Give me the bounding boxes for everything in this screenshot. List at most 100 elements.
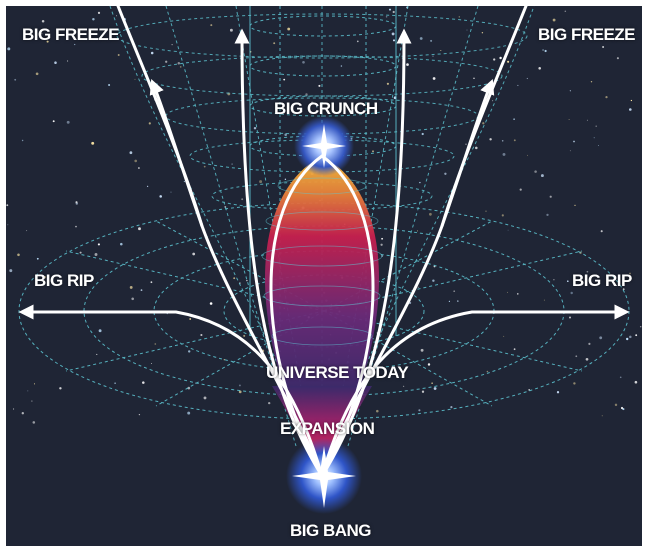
star-dot xyxy=(187,386,191,390)
star-dot xyxy=(503,335,505,337)
star-dot xyxy=(430,39,433,42)
steady-left-line xyxy=(234,28,324,478)
star-dot xyxy=(481,32,484,34)
star-dot xyxy=(91,141,95,145)
star-dot xyxy=(492,100,494,102)
star-dot xyxy=(129,285,133,289)
star-dot xyxy=(630,99,633,102)
star-dot xyxy=(9,269,13,273)
star-dot xyxy=(432,77,436,80)
star-dot xyxy=(98,329,102,333)
star-dot xyxy=(402,385,405,387)
star-dot xyxy=(203,165,206,168)
big-freeze-right-label: BIG FREEZE xyxy=(538,25,636,44)
evolution-curves xyxy=(18,6,630,478)
star-dot xyxy=(499,56,502,60)
star-dot xyxy=(131,297,134,301)
star-dot xyxy=(420,348,424,352)
star-dot xyxy=(177,62,181,65)
star-dot xyxy=(421,132,424,136)
star-dot xyxy=(482,122,485,125)
star-dot xyxy=(421,390,425,393)
crunch-lobe-grid xyxy=(261,177,383,346)
star-dot xyxy=(392,39,396,42)
star-dot xyxy=(586,270,589,273)
star-dot xyxy=(507,60,510,63)
star-dot xyxy=(605,96,608,99)
steady-right-line xyxy=(320,28,412,478)
star-dot xyxy=(556,391,560,394)
star-dot xyxy=(129,151,133,155)
star-dot xyxy=(253,126,257,130)
star-dot xyxy=(513,118,515,120)
star-dot xyxy=(223,359,225,361)
star-dot xyxy=(52,120,55,123)
star-dot xyxy=(564,10,567,12)
star-dot xyxy=(386,82,389,85)
star-dot xyxy=(66,120,70,124)
star-dot xyxy=(517,84,519,86)
star-dot xyxy=(27,390,29,392)
star-dot xyxy=(538,67,541,70)
star-dot xyxy=(570,291,573,295)
star-dot xyxy=(7,224,9,226)
star-dot xyxy=(188,350,191,353)
star-dot xyxy=(200,333,203,337)
star-dot xyxy=(41,33,43,35)
star-dot xyxy=(574,204,576,207)
star-dot xyxy=(450,406,453,409)
star-dot xyxy=(429,212,432,216)
star-dot xyxy=(628,108,632,111)
star-dot xyxy=(305,93,308,96)
star-dot xyxy=(75,201,78,204)
star-dot xyxy=(268,401,271,405)
star-dot xyxy=(601,415,603,417)
star-dot xyxy=(620,406,624,410)
star-dot xyxy=(575,355,578,358)
star-dot xyxy=(416,230,418,232)
star-dot xyxy=(259,180,263,184)
star-dot xyxy=(170,191,172,193)
star-dot xyxy=(209,302,213,305)
star-dot xyxy=(573,382,576,385)
star-dot xyxy=(544,49,547,53)
star-dot xyxy=(507,229,509,231)
star-dot xyxy=(241,198,244,201)
star-dot xyxy=(114,382,116,384)
star-dot xyxy=(41,19,45,23)
star-dot xyxy=(419,37,423,40)
star-dot xyxy=(140,289,143,291)
star-dot xyxy=(417,286,419,288)
star-dot xyxy=(142,381,145,384)
star-dot xyxy=(34,383,35,385)
star-dot xyxy=(440,49,442,52)
star-dot xyxy=(192,252,196,256)
star-dot xyxy=(448,300,451,303)
star-dot xyxy=(187,411,191,415)
star-dot xyxy=(43,276,47,279)
star-dot xyxy=(150,281,153,284)
star-dot xyxy=(432,279,435,282)
star-dot xyxy=(238,390,242,394)
star-dot xyxy=(59,387,62,390)
star-dot xyxy=(14,78,17,81)
big-crunch-label: BIG CRUNCH xyxy=(274,99,378,118)
big-crunch-star xyxy=(302,124,346,168)
star-dot xyxy=(432,55,434,57)
star-dot xyxy=(179,66,182,68)
star-dot xyxy=(553,279,555,281)
star-dot xyxy=(97,243,100,246)
star-dot xyxy=(635,334,638,337)
star-dot xyxy=(6,204,9,207)
star-dot xyxy=(165,60,168,63)
star-dot xyxy=(238,384,241,387)
star-dot xyxy=(595,125,597,127)
star-dot xyxy=(316,105,318,108)
star-dot xyxy=(7,47,11,51)
star-dot xyxy=(485,210,487,212)
star-dot xyxy=(597,145,599,146)
star-dot xyxy=(543,299,545,301)
star-dot xyxy=(92,17,95,21)
star-dot xyxy=(96,353,98,355)
